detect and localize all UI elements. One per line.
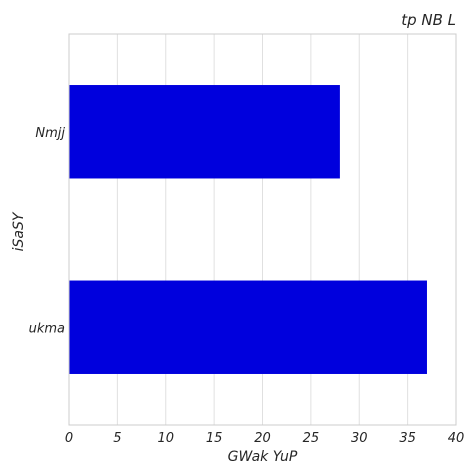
chart-title: tp NB L [401, 11, 456, 29]
x-tick-label: 10 [157, 431, 174, 446]
y-axis-label: iSaSY [11, 211, 27, 251]
x-tick-label: 15 [206, 431, 223, 446]
x-tick-label: 20 [254, 431, 271, 446]
y-tick-label: Nmjj [35, 126, 65, 141]
bars [69, 85, 427, 374]
bar-nmjj [69, 85, 340, 179]
x-axis-label: GWak YuP [228, 449, 298, 465]
x-tick-label: 0 [65, 431, 73, 446]
x-tick-label: 40 [448, 431, 465, 446]
y-tick-label: ukma [29, 321, 65, 336]
x-tick-label: 5 [113, 431, 121, 446]
x-tick-label: 30 [351, 431, 368, 446]
bar-ukma [69, 280, 427, 374]
x-tick-label: 25 [303, 431, 320, 446]
x-tick-label: 35 [399, 431, 416, 446]
y-tick-labels: Nmjj ukma [29, 126, 66, 337]
x-tick-labels: 0 5 10 15 20 25 30 35 40 [65, 431, 464, 446]
plot-frame [68, 33, 457, 426]
